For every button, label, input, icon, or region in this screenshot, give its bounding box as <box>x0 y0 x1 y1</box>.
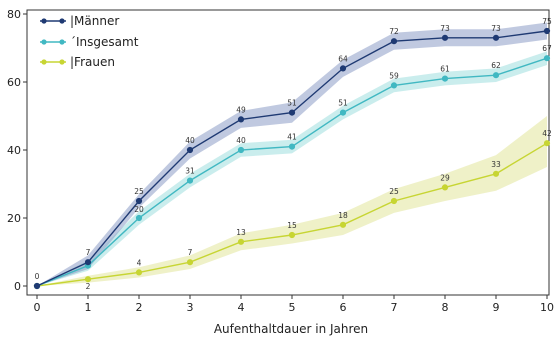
data-point <box>492 34 500 41</box>
data-point <box>339 109 347 116</box>
x-axis-title: Aufenthaltdauer in Jahren <box>214 322 368 336</box>
data-label: 18 <box>338 211 348 220</box>
data-point <box>543 55 551 62</box>
data-point <box>441 184 449 191</box>
data-label: 64 <box>338 54 348 63</box>
data-label: 29 <box>440 173 450 182</box>
data-label: 49 <box>236 105 246 114</box>
y-tick-label: 0 <box>14 280 21 293</box>
data-point <box>237 238 245 245</box>
x-tick-label: 10 <box>540 301 554 314</box>
x-tick-label: 5 <box>289 301 296 314</box>
data-point <box>288 231 296 239</box>
data-label: 4 <box>137 258 142 267</box>
data-label: 59 <box>389 71 399 80</box>
x-tick-label: 1 <box>85 301 92 314</box>
x-tick-label: 7 <box>391 301 398 314</box>
confidence-band <box>37 116 547 286</box>
data-label: 42 <box>542 129 552 138</box>
y-tick-label: 40 <box>7 144 21 157</box>
data-point <box>492 72 500 79</box>
data-point <box>84 259 92 266</box>
data-point <box>135 269 143 276</box>
data-point <box>288 109 296 116</box>
data-point <box>390 38 398 45</box>
data-point <box>543 27 551 35</box>
data-label: 0 <box>35 272 40 281</box>
data-label: 41 <box>287 133 297 142</box>
legend-marker <box>41 18 47 24</box>
data-label: 31 <box>185 167 195 176</box>
data-point <box>186 146 194 154</box>
x-tick-label: 2 <box>136 301 143 314</box>
data-label: 25 <box>134 187 144 196</box>
data-label: 13 <box>236 228 246 237</box>
data-point <box>441 34 449 41</box>
legend-label: |Frauen <box>70 55 115 69</box>
data-point <box>339 221 347 228</box>
data-label: 75 <box>542 17 552 26</box>
legend-label: |Männer <box>70 14 119 28</box>
series-lines <box>33 27 551 290</box>
data-point <box>84 276 92 283</box>
legend-label: ´Insgesamt <box>70 35 139 49</box>
data-label: 51 <box>287 99 297 108</box>
data-label: 40 <box>185 136 195 145</box>
data-label: 61 <box>440 65 450 74</box>
data-point <box>33 282 41 290</box>
data-point <box>135 214 143 222</box>
data-label: 73 <box>491 24 501 33</box>
legend-marker <box>41 39 47 45</box>
plot-frame <box>26 9 550 296</box>
data-point <box>339 65 347 72</box>
x-tick-label: 6 <box>340 301 347 314</box>
data-label: 73 <box>440 24 450 33</box>
data-label: 25 <box>389 187 399 196</box>
x-tick-label: 0 <box>34 301 41 314</box>
data-label: 67 <box>542 44 552 53</box>
data-label: 33 <box>491 160 501 169</box>
y-tick-label: 60 <box>7 76 21 89</box>
data-point <box>543 140 551 147</box>
data-label: 62 <box>491 61 501 70</box>
data-point <box>237 116 245 123</box>
legend-marker <box>59 59 65 65</box>
data-label: 2 <box>86 282 91 291</box>
data-label: 51 <box>338 99 348 108</box>
data-point <box>288 143 296 150</box>
data-point <box>237 146 245 154</box>
data-label: 72 <box>389 27 399 36</box>
data-label: 7 <box>86 248 91 257</box>
y-tick-label: 20 <box>7 212 21 225</box>
data-point <box>186 177 194 184</box>
legend-marker <box>59 39 65 45</box>
y-tick-label: 80 <box>7 8 21 21</box>
data-point <box>135 197 143 205</box>
data-point <box>441 75 449 82</box>
data-point <box>492 170 500 177</box>
data-point <box>186 259 194 266</box>
data-labels: 0 7 25 40 49 51 64 72 73 73 75 20 31 40 41 51 59 61 62 67 2 4… <box>35 17 552 291</box>
data-label: 7 <box>188 248 193 257</box>
data-label: 40 <box>236 136 246 145</box>
legend-marker <box>59 18 65 24</box>
data-point <box>390 197 398 205</box>
x-tick-label: 3 <box>187 301 194 314</box>
data-point <box>390 82 398 89</box>
data-label: 15 <box>287 221 297 230</box>
x-tick-label: 8 <box>442 301 449 314</box>
x-tick-label: 4 <box>238 301 245 314</box>
x-tick-label: 9 <box>493 301 500 314</box>
legend-marker <box>41 59 47 65</box>
data-label: 20 <box>134 205 144 214</box>
legend: |Männer ´Insgesamt |Frauen <box>40 14 139 69</box>
